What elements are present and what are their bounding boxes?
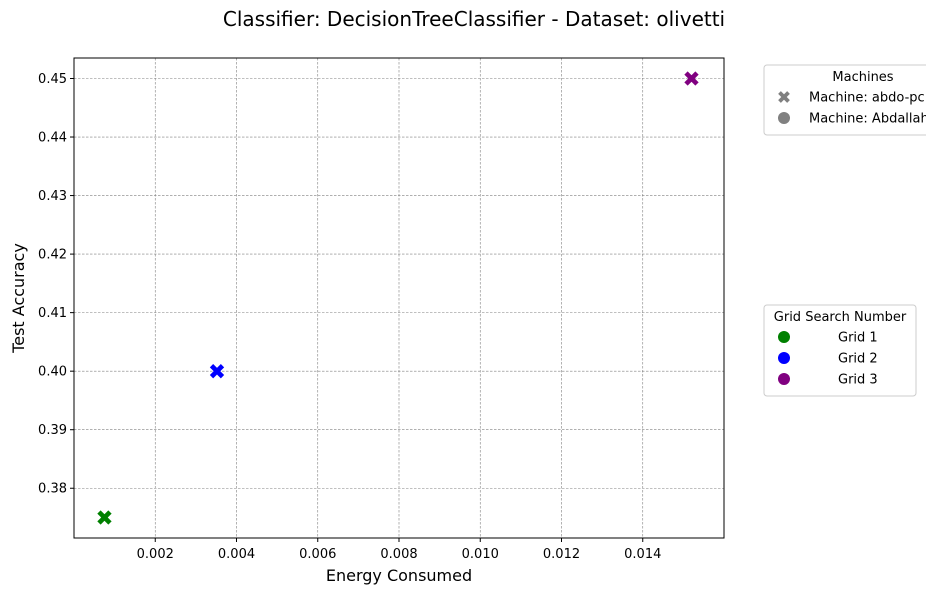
legend-entry-label: Grid 2: [838, 352, 878, 367]
x-axis-label: Energy Consumed: [326, 566, 472, 585]
x-tick-label: 0.004: [218, 547, 255, 562]
legend-entry-label: Machine: Abdallah: [809, 112, 926, 127]
legend-machines: Machines Machine: abdo-pc Machine: Abdalla…: [763, 64, 926, 136]
chart-title: Classifier: DecisionTreeClassifier - Dat…: [223, 7, 725, 31]
legend-marker: [778, 91, 790, 103]
x-tick-label: 0.014: [624, 547, 661, 562]
y-axis-label: Test Accuracy: [9, 243, 28, 354]
legends: Machines Machine: abdo-pc Machine: Abdalla…: [763, 64, 926, 397]
y-axis-ticks: 0.38 0.39 0.40 0.41 0.42 0.43 0.44 0.45: [38, 72, 74, 497]
legend-frame: [763, 64, 926, 136]
legend-grid-search: Grid Search Number Grid 1 Grid 2 Grid 3: [763, 304, 917, 397]
legend-entry-label: Grid 3: [838, 373, 878, 388]
legend-title: Machines: [832, 70, 893, 85]
legend-title: Grid Search Number: [774, 310, 907, 325]
y-tick-label: 0.39: [38, 423, 67, 438]
legend-frame: [763, 304, 917, 397]
data-point: [209, 364, 225, 379]
x-tick-label: 0.006: [299, 547, 336, 562]
y-tick-label: 0.41: [38, 306, 67, 321]
y-tick-label: 0.45: [38, 72, 67, 87]
x-tick-label: 0.002: [137, 547, 174, 562]
x-axis-ticks: 0.002 0.004 0.006 0.008 0.010 0.012 0.014: [137, 538, 661, 562]
legend-marker: [778, 331, 790, 343]
y-tick-label: 0.42: [38, 248, 67, 263]
x-tick-label: 0.012: [543, 547, 580, 562]
legend-marker: [778, 112, 790, 124]
data-point: [684, 71, 699, 86]
y-tick-label: 0.38: [38, 482, 67, 497]
data-points: [97, 71, 699, 525]
legend-entry-label: Machine: abdo-pc: [809, 91, 925, 106]
legend-marker: [778, 373, 790, 385]
y-tick-label: 0.40: [38, 365, 67, 380]
legend-marker: [778, 352, 790, 364]
y-tick-label: 0.44: [38, 131, 67, 146]
data-point: [97, 510, 112, 525]
legend-entry-label: Grid 1: [838, 331, 878, 346]
x-tick-label: 0.010: [462, 547, 499, 562]
grid-lines: [74, 58, 724, 538]
y-tick-label: 0.43: [38, 189, 67, 204]
x-tick-label: 0.008: [380, 547, 417, 562]
